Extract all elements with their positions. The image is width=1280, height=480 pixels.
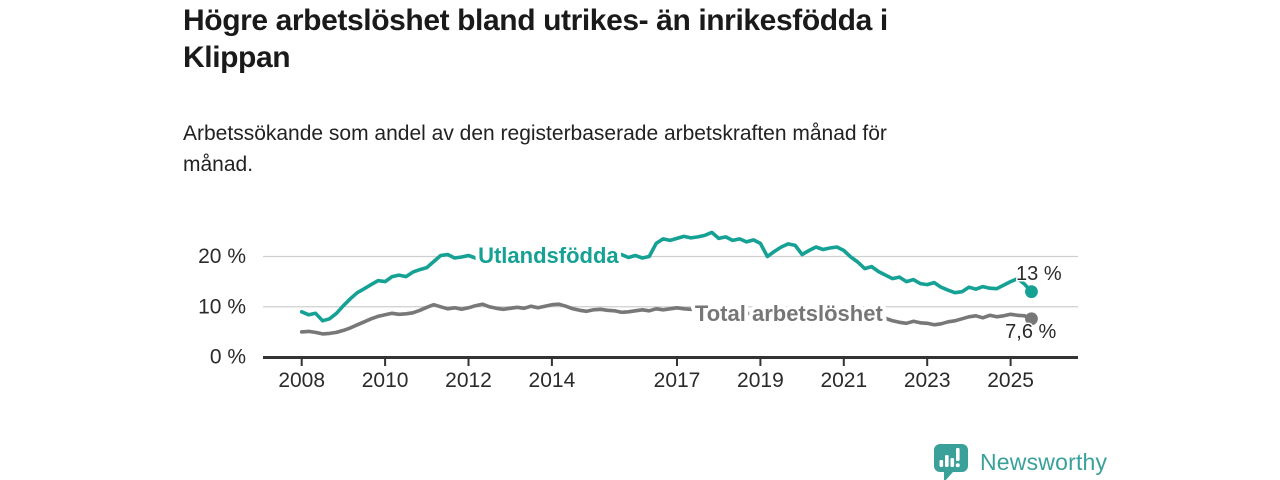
x-tick-label: 2012 xyxy=(445,369,492,392)
x-tick-label: 2010 xyxy=(362,369,409,392)
bar-chart-bubble-icon xyxy=(934,444,968,480)
x-tick-label: 2019 xyxy=(737,369,784,392)
chart-title: Högre arbetslöshet bland utrikes- än inr… xyxy=(183,4,888,74)
x-tick-label: 2008 xyxy=(278,369,325,392)
x-tick-label: 2025 xyxy=(987,369,1034,392)
end-value-label-0: 13 % xyxy=(1016,263,1062,285)
newsworthy-wordmark: Newsworthy xyxy=(980,448,1108,475)
y-tick-label: 10 % xyxy=(198,295,246,318)
newsworthy-logo: Newsworthy xyxy=(930,443,1107,480)
series-end-dot-1 xyxy=(1025,312,1038,326)
y-tick-label: 0 % xyxy=(210,346,246,369)
x-tick-label: 2014 xyxy=(529,369,576,392)
x-tick-label: 2023 xyxy=(904,369,951,392)
y-tick-label: 20 % xyxy=(198,245,246,268)
series-end-dot-0 xyxy=(1025,285,1038,299)
x-tick-label: 2021 xyxy=(820,369,867,392)
series-line-1 xyxy=(299,302,1034,336)
chart-subtitle: Arbetssökande som andel av den registerb… xyxy=(183,122,887,176)
series-label-1: Total arbetslöshet xyxy=(695,301,884,326)
end-value-label-1: 7,6 % xyxy=(1005,321,1056,343)
series-label-0: Utlandsfödda xyxy=(478,243,619,268)
x-tick-label: 2017 xyxy=(654,369,701,392)
series-line-0 xyxy=(299,230,1034,323)
bar-chart-glyph xyxy=(939,448,960,468)
